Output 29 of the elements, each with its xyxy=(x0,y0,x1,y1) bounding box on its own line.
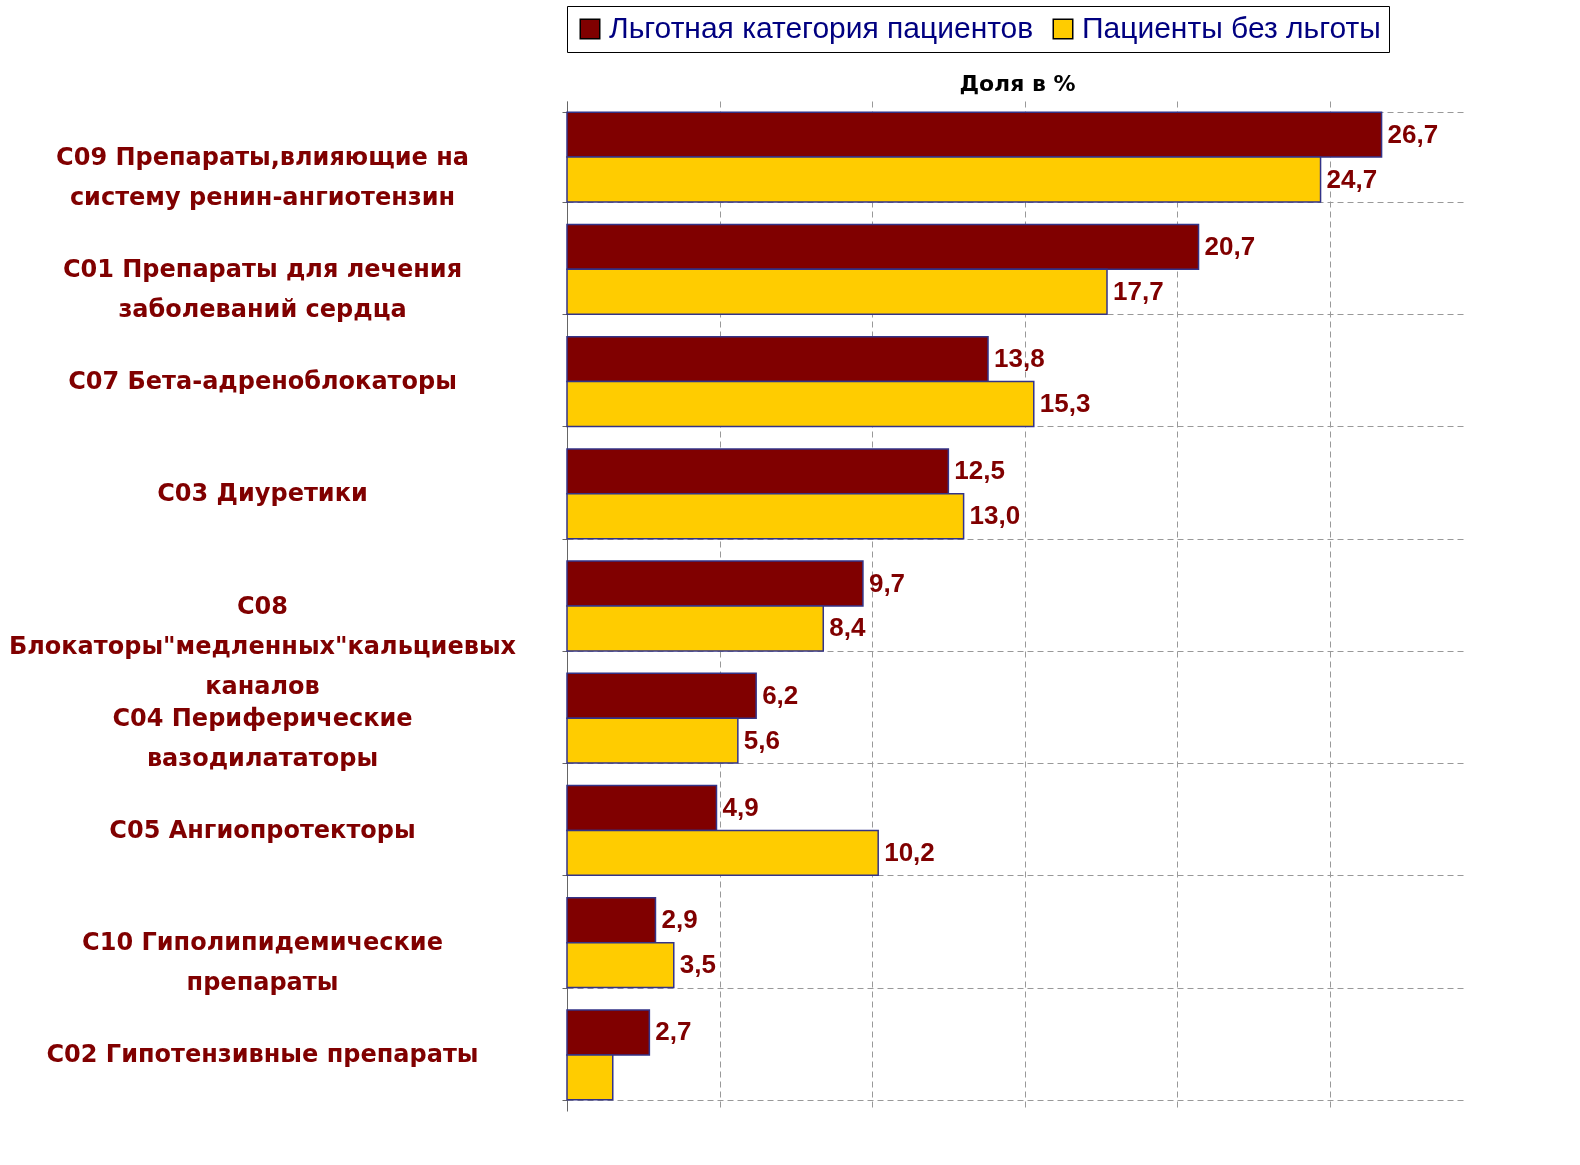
data-label: 4,9 xyxy=(722,792,759,822)
data-label: 13,8 xyxy=(994,343,1045,374)
data-label: 5,6 xyxy=(743,724,780,755)
data-label: 10,2 xyxy=(884,836,935,867)
y-tick-label: C08 Блокаторы"медленных"кальциевых каналов xyxy=(8,591,517,700)
data-label: 3,5 xyxy=(679,949,716,980)
y-tick-label: C05 Ангиопротекторы xyxy=(109,815,416,844)
y-tick-label: C02 Гипотензивные препараты xyxy=(46,1040,479,1069)
data-label: 13,0 xyxy=(969,500,1021,531)
legend-label: Льготная категория пациентов xyxy=(609,11,1034,44)
y-tick-label: C04 Периферические вазодилататоры xyxy=(112,703,413,772)
y-tick-label: C10 Гиполипидемические препараты xyxy=(82,928,443,997)
data-label: 2,7 xyxy=(655,1016,692,1047)
data-label: 6,2 xyxy=(762,679,799,710)
data-label: 8,4 xyxy=(829,612,866,643)
x-axis-title: Доля в % xyxy=(959,70,1076,96)
data-label: 24,7 xyxy=(1326,163,1378,194)
y-tick-label: C07 Бета-адреноблокаторы xyxy=(68,367,457,396)
y-tick-label: C01 Препараты для лечения заболеваний сердца xyxy=(62,254,463,323)
legend-label: Пациенты без льготы xyxy=(1082,11,1381,44)
data-label: 26,7 xyxy=(1387,118,1439,149)
y-tick-label: C09 Препараты,влияющие на систему ренин-ангиотензин xyxy=(56,142,469,211)
data-label: 15,3 xyxy=(1039,388,1091,418)
data-label: 17,7 xyxy=(1113,275,1164,306)
data-label: 20,7 xyxy=(1204,230,1256,261)
data-label: 9,7 xyxy=(868,567,906,598)
y-tick-label: C03 Диуретики xyxy=(157,479,368,508)
data-label: 12,5 xyxy=(954,455,1005,486)
data-label: 2,9 xyxy=(661,904,698,935)
